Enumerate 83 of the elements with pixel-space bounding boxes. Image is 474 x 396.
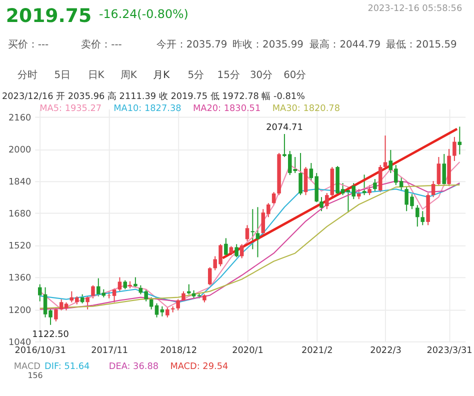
chart-title: 2019.75 xyxy=(6,6,92,27)
candlestick xyxy=(298,152,302,196)
candlestick xyxy=(452,136,456,162)
candlestick xyxy=(373,178,377,192)
candlestick xyxy=(245,224,250,242)
text: DIF: 51.64 xyxy=(44,362,90,372)
candlestick xyxy=(160,306,164,317)
y-tick-label: 1040 xyxy=(8,338,32,348)
y-tick-label: 2160 xyxy=(8,113,32,124)
text: MACD: 29.54 xyxy=(170,362,228,372)
text: MA20: 1830.51 xyxy=(192,104,261,114)
candlestick xyxy=(112,288,116,303)
y-tick-label: 2000 xyxy=(8,145,32,156)
candlestick xyxy=(240,244,244,259)
text: 今开：2035.79 xyxy=(156,38,228,51)
annotation: 2074.71 xyxy=(266,123,303,134)
candlestick xyxy=(436,156,441,187)
y-tick-label: 1520 xyxy=(8,242,32,252)
x-tick-label: 2018/12 xyxy=(160,346,198,356)
candlestick xyxy=(123,280,128,290)
text: 5分 xyxy=(188,69,204,82)
candlestick xyxy=(208,266,212,286)
candlestick xyxy=(431,180,436,198)
candlestick xyxy=(86,296,90,310)
candlestick xyxy=(118,276,122,292)
text: 2023-12-16 05:58:56 xyxy=(368,4,462,14)
x-tick-label: 2020/1 xyxy=(232,346,264,356)
y-tick-label: 1840 xyxy=(8,178,32,188)
annotation: 1122.50 xyxy=(32,330,70,340)
candlestick xyxy=(368,184,372,196)
y-tick-label: 1360 xyxy=(8,274,32,284)
text: MA30: 1820.78 xyxy=(272,104,340,114)
text: MACD xyxy=(14,362,41,372)
text: 60分 xyxy=(284,69,306,82)
candlestick xyxy=(356,188,361,200)
candlestick xyxy=(378,164,382,193)
text: 156 xyxy=(28,371,43,380)
candlestick xyxy=(229,246,234,256)
candlestick xyxy=(346,186,350,214)
text: 最低：2015.59 xyxy=(386,40,457,51)
y-tick-label: 1680 xyxy=(8,210,32,220)
text: DEA: 36.88 xyxy=(108,362,159,372)
x-tick-label: 2016/10/31 xyxy=(14,346,66,356)
candlestick xyxy=(166,306,170,318)
candlestick xyxy=(352,182,356,200)
candlestick xyxy=(224,238,228,257)
text: 昨收：2035.99 xyxy=(232,38,304,51)
text: 日K xyxy=(88,70,105,82)
text: 月K xyxy=(153,70,170,82)
candlestick xyxy=(91,284,95,299)
candlestick xyxy=(154,302,159,318)
text: 买价：--- xyxy=(8,38,50,51)
candlestick xyxy=(187,284,191,295)
candlestick xyxy=(272,192,276,206)
candlestick xyxy=(362,174,366,196)
text: 卖价：--- xyxy=(81,38,122,51)
text: 周K xyxy=(120,70,138,82)
candlestick xyxy=(416,204,420,228)
candlestick xyxy=(256,206,260,258)
x-tick-label: 2022/3 xyxy=(370,346,402,356)
text: 2023/12/16 开 2035.96 高 2111.39 收 2019.75 低 1972.78 幅 -0.81% xyxy=(2,90,305,102)
candlestick xyxy=(304,166,308,196)
text: MA10: 1827.38 xyxy=(114,104,182,114)
x-tick-label: 2021/2 xyxy=(301,346,333,356)
chart-subtitle: -16.24(-0.80%) xyxy=(98,6,188,21)
text: 最高：2044.79 xyxy=(310,38,381,51)
candlestick xyxy=(176,298,180,311)
text: 分时 xyxy=(18,69,38,82)
candlestick xyxy=(325,192,329,210)
candlestick xyxy=(250,208,255,250)
candlestick xyxy=(134,276,138,288)
candlestick xyxy=(234,244,238,258)
candlestick xyxy=(320,196,324,212)
text: 15分 xyxy=(217,69,240,82)
text: 5日 xyxy=(54,70,70,82)
candlestick xyxy=(383,135,388,170)
x-tick-label: 2023/3/31 xyxy=(426,346,472,356)
y-tick-label: 1200 xyxy=(8,306,32,316)
candlestick xyxy=(420,210,425,226)
text: 30分 xyxy=(250,69,273,82)
candlestick xyxy=(442,153,446,187)
x-tick-label: 2017/11 xyxy=(91,346,128,356)
text: MA5: 1935.27 xyxy=(40,104,102,114)
